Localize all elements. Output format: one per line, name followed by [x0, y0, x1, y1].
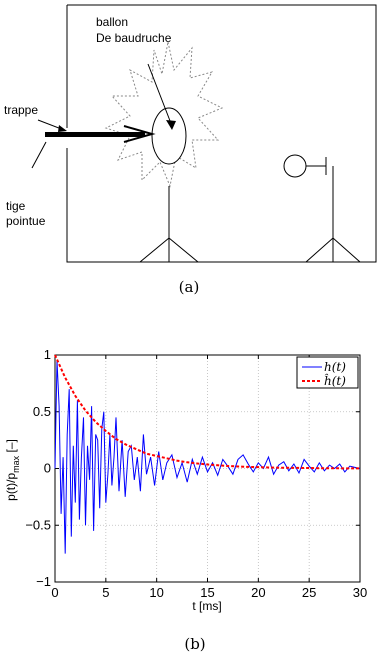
chart-legend: h(t) ĥ(t)	[296, 356, 359, 389]
rod-label-line1: tige	[6, 199, 26, 213]
trap-pointer-head	[58, 125, 67, 132]
x-tick-label: 15	[200, 585, 214, 600]
chart-ticks: 0 5 10 15 20 25 30 −1 −0.5 0 0.5 1	[25, 347, 367, 600]
pointed-rod	[45, 132, 145, 137]
x-axis-label: t [ms]	[192, 599, 221, 613]
y-tick-label: −1	[36, 574, 51, 589]
microphone	[283, 154, 327, 178]
chart: 0 5 10 15 20 25 30 −1 −0.5 0 0.5 1 h(t) ĥ(t) t [ms]…	[4, 347, 367, 653]
rod-label-line2: pointue	[6, 214, 46, 228]
series-line-h	[54, 360, 361, 554]
legend-label-h: h(t)	[324, 360, 346, 374]
series-line-hhat	[54, 354, 360, 470]
balloon-pointer	[147, 63, 173, 127]
rod-tip	[123, 125, 156, 143]
y-axis-label-main: p(t)/p	[4, 473, 18, 501]
trap-label: trappe	[4, 103, 38, 117]
balloon-label-line2: De baudruche	[96, 31, 172, 45]
y-axis-label: p(t)/pmax [–]	[4, 439, 21, 501]
y-axis-label-tail: [–]	[4, 439, 18, 456]
y-tick-label: 1	[44, 347, 51, 362]
room-wall	[66, 4, 377, 263]
y-tick-label: −0.5	[25, 517, 51, 532]
balloon-label-line1: ballon	[96, 15, 128, 29]
y-tick-label: 0	[44, 461, 51, 476]
x-tick-label: 20	[251, 585, 265, 600]
balloon	[151, 107, 187, 165]
legend-box	[296, 356, 359, 389]
chart-grid	[55, 355, 360, 582]
room-diagram: ballon De baudruche trappe tige pointue …	[4, 4, 377, 296]
chart-series	[54, 354, 361, 554]
x-tick-label: 0	[51, 585, 58, 600]
x-tick-label: 30	[353, 585, 367, 600]
balloon-stand	[139, 186, 199, 263]
caption-b: (b)	[184, 635, 205, 653]
rod-pointer	[31, 141, 47, 169]
y-axis-label-sub: max	[11, 455, 21, 473]
caption-a: (a)	[179, 278, 200, 296]
legend-label-hhat: ĥ(t)	[324, 373, 346, 388]
x-tick-label: 25	[302, 585, 316, 600]
x-tick-label: 10	[149, 585, 163, 600]
microphone-stand	[305, 166, 361, 263]
balloon-pointer-head	[166, 120, 176, 130]
y-tick-label: 0.5	[33, 404, 51, 419]
x-tick-label: 5	[102, 585, 109, 600]
